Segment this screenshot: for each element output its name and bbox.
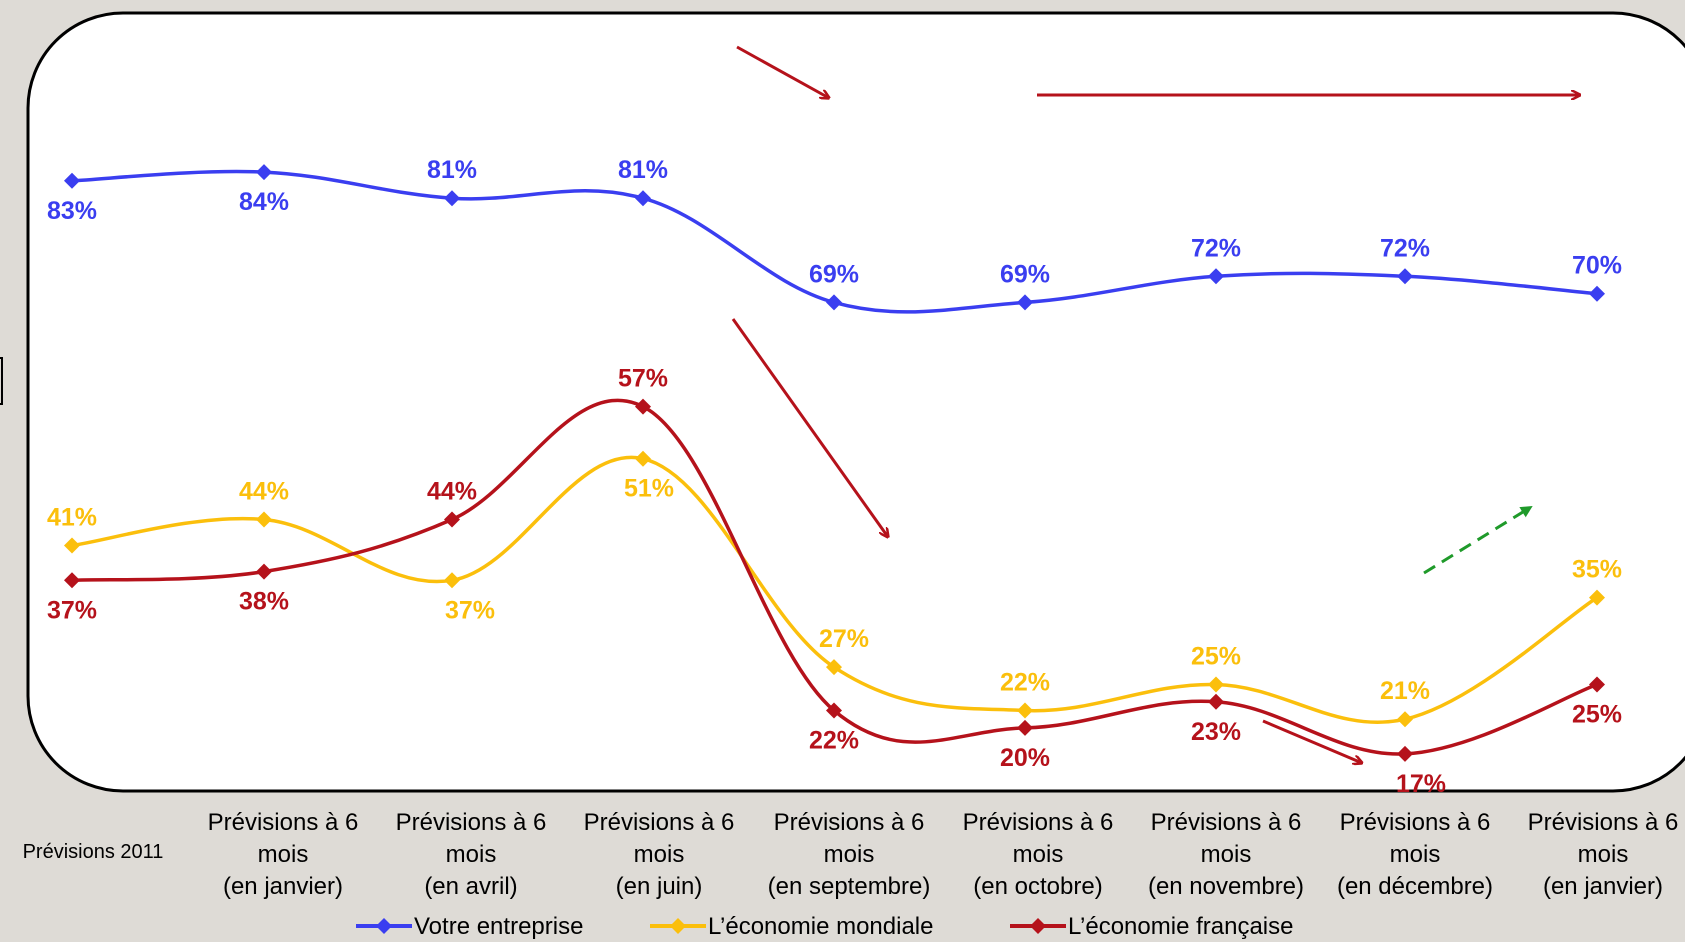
data-label-votre-entreprise-0: 83% [47, 197, 97, 225]
legend-marker-economie-mondiale [670, 918, 686, 934]
point-votre-entreprise-2 [444, 190, 460, 207]
legend-item-economie-mondiale: L’économie mondiale [650, 913, 933, 940]
point-economie-francaise-1 [256, 563, 272, 580]
point-economie-francaise-4 [826, 702, 842, 719]
data-label-economie-francaise-1: 38% [239, 588, 289, 616]
x-tick-label-2: Prévisions à 6 mois (en avril) [396, 809, 547, 900]
legend-label-economie-francaise: L’économie française [1068, 913, 1293, 940]
trend-arrows [731, 45, 1580, 763]
legend-item-economie-francaise: L’économie française [1010, 913, 1293, 940]
point-economie-francaise-8 [1589, 676, 1605, 693]
data-label-economie-francaise-2: 44% [427, 478, 477, 506]
point-votre-entreprise-1 [256, 164, 272, 181]
series-line-economie-mondiale [71, 455, 1598, 725]
point-votre-entreprise-8 [1589, 285, 1605, 302]
left-edge-tab [0, 357, 3, 405]
data-label-economie-mondiale-8: 35% [1572, 556, 1622, 584]
series-votre-entreprise [64, 164, 1605, 314]
legend-label-votre-entreprise: Votre entreprise [414, 913, 583, 940]
point-economie-francaise-2 [444, 511, 460, 528]
point-votre-entreprise-7 [1397, 268, 1413, 285]
data-label-economie-mondiale-4: 27% [819, 625, 869, 653]
point-votre-entreprise-0 [64, 172, 80, 189]
point-economie-francaise-6 [1208, 693, 1224, 710]
trend-arrow-top-down [736, 45, 829, 98]
point-economie-mondiale-4 [826, 659, 842, 676]
point-votre-entreprise-3 [635, 190, 651, 207]
point-economie-mondiale-5 [1017, 702, 1033, 719]
data-label-economie-francaise-7: 17% [1396, 770, 1446, 798]
series-line-votre-entreprise [71, 169, 1598, 314]
series-line-economie-francaise [71, 398, 1598, 756]
plot-frame [26, 11, 1685, 793]
x-tick-label-7: Prévisions à 6 mois (en décembre) [1337, 809, 1493, 900]
data-label-economie-francaise-0: 37% [47, 596, 97, 624]
data-label-votre-entreprise-7: 72% [1380, 234, 1430, 262]
x-tick-label-1: Prévisions à 6 mois (en janvier) [208, 809, 359, 900]
data-label-votre-entreprise-3: 81% [618, 156, 668, 184]
x-tick-label-4: Prévisions à 6 mois (en septembre) [768, 809, 931, 900]
point-economie-francaise-5 [1017, 719, 1033, 736]
point-economie-mondiale-6 [1208, 676, 1224, 693]
data-label-economie-mondiale-5: 22% [1000, 669, 1050, 697]
point-votre-entreprise-4 [826, 294, 842, 311]
data-label-economie-mondiale-7: 21% [1380, 677, 1430, 705]
data-label-economie-francaise-3: 57% [618, 365, 668, 393]
point-economie-francaise-7 [1397, 745, 1413, 762]
point-votre-entreprise-6 [1208, 268, 1224, 285]
data-label-economie-francaise-5: 20% [1000, 744, 1050, 772]
point-economie-francaise-3 [635, 398, 651, 415]
x-tick-label-5: Prévisions à 6 mois (en octobre) [963, 809, 1114, 900]
trend-arrow-middle-down [731, 318, 888, 537]
data-label-economie-mondiale-6: 25% [1191, 643, 1241, 671]
point-economie-mondiale-3 [635, 450, 651, 467]
data-label-economie-francaise-4: 22% [809, 727, 859, 755]
x-tick-label-0: Prévisions 2011 [23, 841, 164, 863]
series-economie-francaise [64, 398, 1605, 762]
legend-item-votre-entreprise: Votre entreprise [356, 913, 583, 940]
data-label-economie-francaise-6: 23% [1191, 718, 1241, 746]
data-label-economie-francaise-8: 25% [1572, 701, 1622, 729]
x-tick-label-8: Prévisions à 6 mois (en janvier) [1528, 809, 1679, 900]
point-votre-entreprise-5 [1017, 294, 1033, 311]
series-economie-mondiale [64, 450, 1605, 728]
trend-arrow-bottom-down [1262, 719, 1362, 763]
data-label-votre-entreprise-4: 69% [809, 260, 859, 288]
data-label-economie-mondiale-2: 37% [445, 596, 495, 624]
point-economie-francaise-0 [64, 572, 80, 589]
legend-marker-economie-francaise [1030, 918, 1046, 934]
point-economie-mondiale-0 [64, 537, 80, 554]
data-label-economie-mondiale-0: 41% [47, 504, 97, 532]
legend-marker-votre-entreprise [376, 918, 392, 934]
point-economie-mondiale-2 [444, 572, 460, 589]
point-economie-mondiale-1 [256, 511, 272, 528]
x-tick-label-6: Prévisions à 6 mois (en novembre) [1148, 809, 1304, 900]
point-economie-mondiale-7 [1397, 711, 1413, 728]
data-label-votre-entreprise-8: 70% [1572, 252, 1622, 280]
data-label-votre-entreprise-5: 69% [1000, 260, 1050, 288]
data-label-economie-mondiale-3: 51% [624, 475, 674, 503]
data-label-votre-entreprise-6: 72% [1191, 234, 1241, 262]
data-label-votre-entreprise-2: 81% [427, 156, 477, 184]
data-label-votre-entreprise-1: 84% [239, 188, 289, 216]
data-label-economie-mondiale-1: 44% [239, 478, 289, 506]
point-economie-mondiale-8 [1589, 589, 1605, 606]
legend-label-economie-mondiale: L’économie mondiale [708, 913, 933, 940]
x-tick-label-3: Prévisions à 6 mois (en juin) [584, 809, 735, 900]
